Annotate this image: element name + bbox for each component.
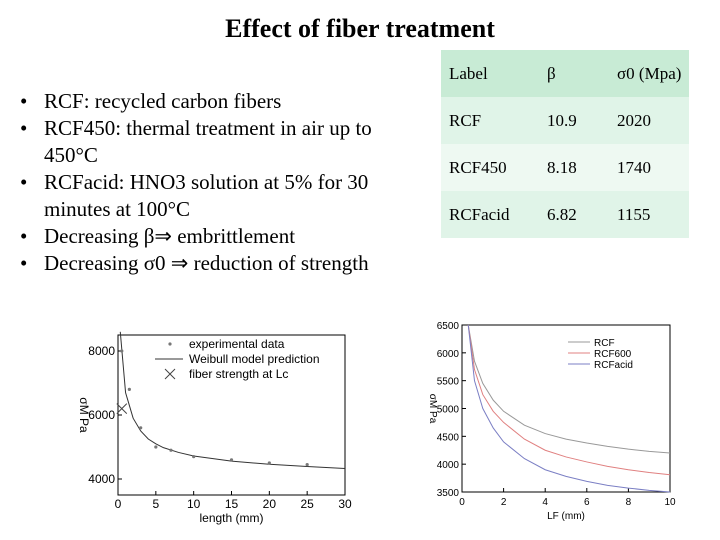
y-tick-label: 6000 <box>88 408 115 422</box>
y-axis-label: σM Pa <box>427 394 438 424</box>
header-sigma0: σ0 (Mpa) <box>609 50 689 97</box>
bullet-list: • RCF: recycled carbon fibers • RCF450: th… <box>20 88 430 277</box>
x-tick-label: 30 <box>338 497 352 511</box>
y-tick-label: 8000 <box>88 344 115 358</box>
rcf-treatment-chart: 0 2 4 6 8 10 3500 4000 4500 5000 5500 6000 6500 LF (m… <box>427 321 676 522</box>
x-tick-label: 20 <box>263 497 277 511</box>
experimental-point <box>305 463 309 467</box>
y-tick-label: 5000 <box>437 405 460 416</box>
strength-vs-length-chart: 0 5 10 15 20 25 30 4000 6000 8000 length (mm) σM Pa… <box>77 331 352 525</box>
plot-frame <box>461 324 671 493</box>
experimental-point <box>192 455 196 459</box>
bullet-dot: • <box>20 89 28 113</box>
legend-marker <box>168 342 172 346</box>
y-tick-label: 5500 <box>437 377 460 388</box>
x-tick-label: 10 <box>664 497 676 508</box>
experimental-point <box>229 458 234 462</box>
x-tick-label: 15 <box>225 497 239 511</box>
x-axis-label: LF (mm) <box>547 511 585 522</box>
y-tick-label: 4000 <box>437 460 460 471</box>
experimental-point <box>154 445 158 449</box>
cell-beta: 6.82 <box>539 191 609 238</box>
legend-label: Weibull model prediction <box>189 352 320 366</box>
experimental-point <box>139 426 143 430</box>
bullet-item: • RCF450: thermal treatment in air up to … <box>20 115 430 169</box>
cell-label: RCF450 <box>441 144 539 191</box>
table-row: RCFacid 6.82 1155 <box>441 191 689 238</box>
x-tick-label: 10 <box>187 497 201 511</box>
y-tick-label: 4500 <box>437 432 460 443</box>
bullet-item: • Decreasing β⇒ embrittlement <box>20 223 430 250</box>
table-row: RCF450 8.18 1740 <box>441 144 689 191</box>
y-tick-label: 6000 <box>437 349 460 360</box>
experimental-point <box>169 448 173 452</box>
y-tick-label: 6500 <box>437 321 460 332</box>
bullet-text: RCF450: thermal treatment in air up to 4… <box>44 116 372 167</box>
x-tick-label: 4 <box>542 497 548 508</box>
legend-label: RCF <box>594 338 615 349</box>
x-axis-label: length (mm) <box>199 511 263 525</box>
bullet-item: • RCF: recycled carbon fibers <box>20 88 430 115</box>
slide-title: Effect of fiber treatment <box>225 14 495 43</box>
y-axis-label: σM Pa <box>77 397 91 433</box>
experimental-point <box>120 349 124 353</box>
cell-beta: 8.18 <box>539 144 609 191</box>
bullet-text: Decreasing β⇒ embrittlement <box>44 224 296 248</box>
fiber-parameters-table: Label β σ0 (Mpa) RCF 10.9 2020 RCF450 8.… <box>441 50 689 238</box>
bullet-dot: • <box>20 224 28 248</box>
x-tick-label: 2 <box>501 497 507 508</box>
legend-marker <box>164 368 176 380</box>
x-tick-label: 8 <box>626 497 632 508</box>
y-tick-label: 4000 <box>88 472 115 486</box>
series-line <box>467 324 671 454</box>
legend-label: RCF600 <box>594 349 632 360</box>
cell-beta: 10.9 <box>539 97 609 144</box>
cell-label: RCF <box>441 97 539 144</box>
legend-label: fiber strength at Lc <box>189 367 288 381</box>
bullet-dot: • <box>20 170 28 194</box>
x-tick-label: 0 <box>115 497 122 511</box>
bullet-item: • Decreasing σ0 ⇒ reduction of strength <box>20 250 430 277</box>
legend-label: RCFacid <box>594 360 633 371</box>
fiber-strength-marker <box>116 403 128 414</box>
bullet-text: RCF: recycled carbon fibers <box>44 89 282 113</box>
bullet-item: • RCFacid: HNO3 solution at 5% for 30 min… <box>20 169 430 223</box>
header-beta: β <box>539 50 609 97</box>
experimental-point <box>267 461 271 465</box>
legend-label: experimental data <box>189 337 285 351</box>
cell-sigma0: 2020 <box>609 97 689 144</box>
x-tick-label: 0 <box>459 497 465 508</box>
bullet-text: RCFacid: HNO3 solution at 5% for 30 minu… <box>44 170 369 221</box>
cell-label: RCFacid <box>441 191 539 238</box>
x-tick-label: 6 <box>584 497 590 508</box>
bullet-dot: • <box>20 251 28 275</box>
cell-sigma0: 1740 <box>609 144 689 191</box>
header-label: Label <box>441 50 539 97</box>
series-line <box>467 324 671 476</box>
experimental-point <box>127 387 131 391</box>
bullet-dot: • <box>20 116 28 140</box>
cell-sigma0: 1155 <box>609 191 689 238</box>
series-line <box>467 324 671 493</box>
bullet-text: Decreasing σ0 ⇒ reduction of strength <box>44 251 369 275</box>
x-tick-label: 5 <box>152 497 159 511</box>
table-row: RCF 10.9 2020 <box>441 97 689 144</box>
table-header-row: Label β σ0 (Mpa) <box>441 50 689 97</box>
y-tick-label: 3500 <box>437 488 460 499</box>
x-tick-label: 25 <box>300 497 314 511</box>
